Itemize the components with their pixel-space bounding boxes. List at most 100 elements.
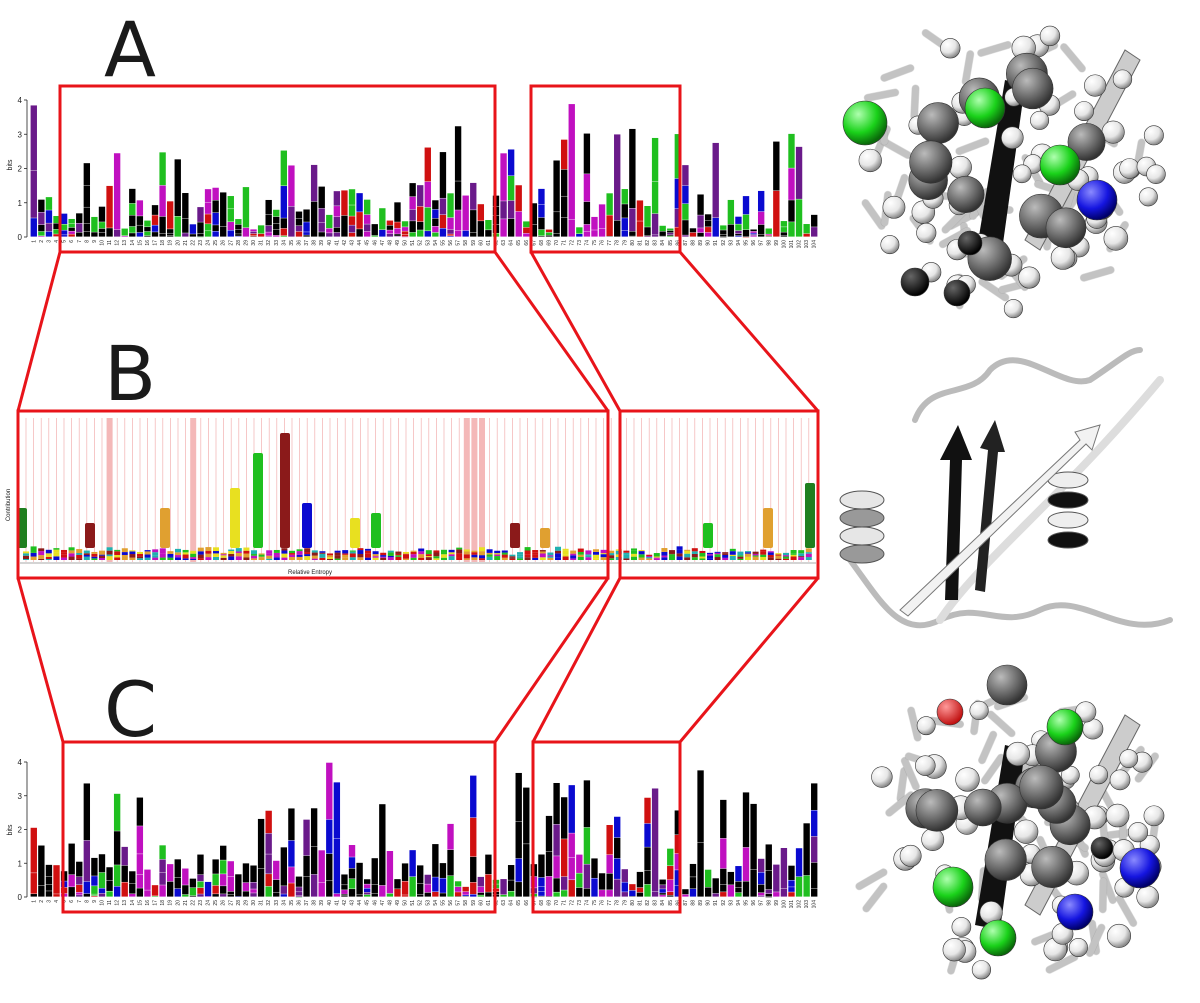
logo-letter: [197, 881, 204, 888]
logo-letter: [318, 186, 325, 209]
logo-letter: [357, 557, 364, 560]
logo-letter: [697, 842, 704, 897]
position-label: 35: [289, 900, 295, 906]
position-label: 76: [600, 240, 606, 246]
logo-letter: [773, 141, 780, 191]
logo-letter: [197, 547, 204, 552]
logo-letter: [682, 165, 689, 186]
position-label: 42: [342, 900, 348, 906]
logo-letter: [114, 551, 121, 555]
bond: [880, 64, 915, 82]
position-label: 15: [137, 240, 143, 246]
position-label: 49: [395, 240, 401, 246]
position-label: 83: [653, 900, 659, 906]
logo-letter: [727, 199, 735, 225]
logo-letter: [144, 551, 151, 555]
logo-letter: [485, 892, 492, 897]
logo-letter: [334, 552, 341, 556]
position-label: 75: [592, 240, 598, 246]
logo-letter: [606, 193, 613, 215]
position-label: 23: [198, 240, 204, 246]
logo-letter: [515, 821, 522, 859]
logo-letter: [76, 876, 83, 885]
position-label: 60: [478, 900, 484, 906]
logo-letter: [23, 555, 29, 559]
ribbon: [847, 557, 1173, 629]
logo-letter: [310, 201, 318, 237]
logo-letter: [636, 892, 644, 897]
logo-letter: [805, 553, 812, 558]
atom: [942, 938, 966, 962]
bond: [977, 41, 1012, 57]
logo-letter: [220, 845, 227, 860]
logo-letter: [788, 168, 795, 200]
logo-letter: [524, 557, 531, 560]
logo-letter: [401, 221, 409, 227]
position-label: 98: [766, 900, 772, 906]
position-label: 47: [380, 900, 386, 906]
logo-letter: [60, 224, 68, 230]
logo-letter: [760, 549, 767, 552]
logo-letter: [410, 557, 417, 560]
logo-letter: [182, 868, 189, 885]
logo-letter: [553, 856, 560, 878]
logo-letter: [729, 554, 736, 557]
logo-letter: [479, 558, 485, 560]
logo-letter: [510, 523, 520, 548]
logo-letter: [265, 886, 272, 897]
logo-letter: [742, 229, 750, 237]
logo-letter: [621, 189, 628, 204]
logo-letter: [144, 235, 151, 237]
logo-letter: [432, 226, 439, 233]
logo-letter: [523, 233, 530, 237]
atom: [964, 87, 1006, 129]
position-label: 96: [751, 900, 757, 906]
logo-letter: [471, 557, 478, 560]
logo-letter: [45, 549, 52, 554]
logo-letter: [757, 895, 765, 897]
logo-letter: [85, 523, 95, 548]
position-label: 101: [789, 900, 795, 909]
logo-letter: [644, 797, 651, 824]
position-label: 85: [668, 900, 674, 906]
logo-letter: [38, 236, 45, 237]
logo-letter: [98, 232, 106, 237]
logo-letter: [682, 185, 689, 204]
logo-letter: [417, 185, 424, 207]
logo-letter: [395, 556, 402, 560]
position-label: 51: [410, 240, 416, 246]
logo-letter: [333, 893, 341, 897]
logo-letter: [251, 554, 257, 556]
logo-letter: [742, 881, 750, 897]
position-label: 73: [577, 900, 583, 906]
atom: [871, 766, 893, 788]
logo-letter: [288, 206, 295, 237]
atom: [1074, 101, 1094, 122]
logo-letter: [349, 550, 356, 552]
logo-letter: [699, 552, 706, 557]
position-label: 3: [46, 240, 52, 243]
position-label: 66: [524, 240, 530, 246]
logo-letter: [289, 553, 295, 555]
atom: [916, 222, 937, 243]
bond: [879, 137, 912, 159]
logo-letter: [470, 182, 477, 210]
logo-letter: [212, 894, 219, 897]
logo-letter: [644, 227, 651, 236]
position-label: 36: [296, 240, 302, 246]
logo-letter: [159, 885, 166, 897]
logo-letter: [220, 192, 227, 227]
atom: [1119, 749, 1139, 769]
logo-letter: [788, 133, 795, 168]
position-label: 81: [637, 240, 643, 246]
logo-letter: [250, 865, 257, 882]
logo-letter: [775, 555, 782, 559]
logo-letter: [517, 558, 523, 560]
logo-letter: [494, 553, 501, 555]
logo-letter: [555, 557, 561, 560]
protein-structures: [839, 25, 1173, 980]
position-label: 10: [99, 900, 105, 906]
position-label: 40: [327, 900, 333, 906]
logo-letter: [296, 554, 303, 557]
logo-letter: [539, 550, 546, 552]
